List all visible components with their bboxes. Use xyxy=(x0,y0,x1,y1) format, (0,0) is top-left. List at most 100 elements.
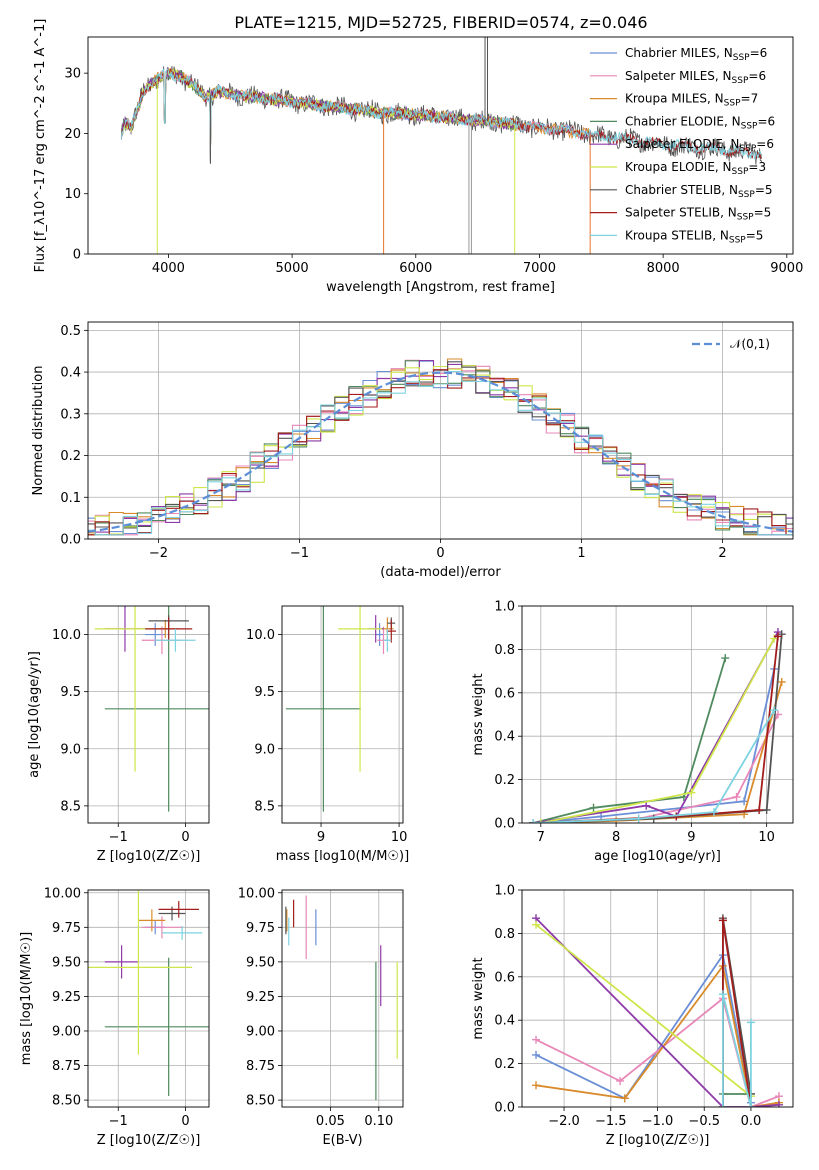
y-tick-label: 10.00 xyxy=(238,886,275,901)
x-tick-label: 0 xyxy=(436,546,444,561)
y-tick-label: 0.4 xyxy=(60,366,81,381)
errorbar-point xyxy=(338,486,382,772)
errorbar-point xyxy=(138,909,165,931)
series-line-chabrier-stelib xyxy=(533,634,781,823)
plus-marker xyxy=(778,678,786,686)
figure: PLATE=1215, MJD=52725, FIBERID=0574, z=0… xyxy=(0,0,819,1170)
legend: Chabrier MILES, NSSP=6 Salpeter MILES, NS… xyxy=(590,46,775,245)
y-tick-label: 0.4 xyxy=(494,1014,515,1029)
x-axis-label: wavelength [Angstrom, rest frame] xyxy=(326,280,555,295)
series-line-salpeter-elodie xyxy=(533,632,778,823)
x-tick-label: 9 xyxy=(317,830,325,845)
legend-label: Kroupa ELODIE, NSSP=3 xyxy=(625,160,766,177)
x-axis-label: Z [log10(Z/Z☉)] xyxy=(97,849,201,864)
y-tick-label: 8.5 xyxy=(254,799,275,814)
errorbar-point xyxy=(162,926,202,940)
y-axis-label: Flux [f_λ10^-17 erg cm^-2 s^-1 A^-1] xyxy=(33,19,48,273)
panel-residual-histogram: −2 −1 0 1 20.00.10.20.30.40.5(data-model)/er… xyxy=(31,322,800,580)
errorbar-point xyxy=(105,958,233,1096)
figure-title: PLATE=1215, MJD=52725, FIBERID=0574, z=0… xyxy=(234,13,647,32)
y-tick-label: 0.8 xyxy=(494,927,515,942)
x-tick-label: −1 xyxy=(290,546,309,561)
y-tick-label: 10.0 xyxy=(246,628,275,643)
panel-age-vs-Z: −1 08.59.09.510.0Z [log10(Z/Z☉)]age [log1… xyxy=(27,486,233,864)
legend-label: Chabrier STELIB, NSSP=5 xyxy=(625,183,773,200)
panel-mass-vs-Z: −1 0 8.50 8.75 9.00 9.25 9.50 9.75 10.00 Z [log10… xyxy=(19,880,233,1148)
panel-mass-vs-EBV: 0.05 0.10 8.50 8.75 9.00 9.25 9.50 9.75 10.00 E(B… xyxy=(238,886,403,1148)
x-tick-label: −1.5 xyxy=(595,1114,627,1129)
axes-frame xyxy=(282,890,403,1107)
errorbar-point xyxy=(105,945,139,978)
series-line-chabrier-miles xyxy=(536,955,751,1103)
y-axis-label: mass weight xyxy=(471,673,486,755)
y-tick-label: 0.1 xyxy=(60,491,81,506)
x-tick-label: −2 xyxy=(149,546,168,561)
axes-frame xyxy=(522,606,793,823)
y-tick-label: 9.5 xyxy=(60,685,81,700)
y-tick-label: 0 xyxy=(73,248,81,263)
plus-marker xyxy=(635,815,643,823)
errorbar-point xyxy=(85,880,193,1054)
axes-frame xyxy=(282,606,403,823)
plus-marker xyxy=(532,1081,540,1089)
x-tick-label: 9 xyxy=(687,830,695,845)
y-tick-label: 0.0 xyxy=(494,1101,515,1116)
plot-layer: 4000 5000 6000 7000 8000 90000102030wavelengt… xyxy=(19,19,803,1148)
x-tick-label: 1 xyxy=(577,546,585,561)
errorbar-point xyxy=(383,629,391,652)
x-tick-label: 0.05 xyxy=(316,1114,345,1129)
x-axis-label: Z [log10(Z/Z☉)] xyxy=(606,1133,710,1148)
x-tick-label: 6000 xyxy=(399,261,432,276)
plus-marker xyxy=(532,1051,540,1059)
y-tick-label: 8.75 xyxy=(246,1059,275,1074)
x-tick-label: 0.10 xyxy=(364,1114,393,1129)
plus-marker xyxy=(733,793,741,801)
plus-marker xyxy=(719,990,727,998)
y-tick-label: 9.75 xyxy=(246,921,275,936)
legend-label: Chabrier ELODIE, NSSP=6 xyxy=(625,114,775,131)
plot-area xyxy=(529,628,785,827)
y-tick-label: 9.25 xyxy=(52,990,81,1005)
x-tick-label: −0.5 xyxy=(688,1114,720,1129)
y-tick-label: 0.6 xyxy=(494,686,515,701)
y-tick-label: 0.0 xyxy=(494,817,515,832)
x-tick-label: 9000 xyxy=(770,261,803,276)
legend-label: Kroupa MILES, NSSP=7 xyxy=(625,92,758,109)
plus-marker xyxy=(747,1018,755,1026)
x-tick-label: 2 xyxy=(718,546,726,561)
legend-label: Chabrier MILES, NSSP=6 xyxy=(625,46,767,63)
x-axis-label: age [log10(age/yr)] xyxy=(594,849,721,864)
errorbar-point xyxy=(376,623,384,646)
y-tick-label: 9.25 xyxy=(246,990,275,1005)
y-tick-label: 0.2 xyxy=(494,1057,515,1072)
x-axis-label: (data-model)/error xyxy=(380,565,501,580)
plot-area xyxy=(85,880,233,1096)
axes-frame xyxy=(88,606,209,823)
y-tick-label: 8.5 xyxy=(60,799,81,814)
x-tick-label: −2.0 xyxy=(548,1114,580,1129)
x-tick-label: −1 xyxy=(109,1114,128,1129)
y-tick-label: 20 xyxy=(64,127,81,142)
plot-area xyxy=(286,896,397,1101)
x-tick-label: 8000 xyxy=(647,261,680,276)
y-axis-label: mass weight xyxy=(471,957,486,1039)
y-tick-label: 10.00 xyxy=(44,886,81,901)
legend-label: Kroupa STELIB, NSSP=5 xyxy=(625,228,763,245)
panel-massweight-vs-Z: −2.0 −1.5 −1.0 −0.5 0.00.00.20.40.60.81.0Z [… xyxy=(471,884,793,1149)
series-line-kroupa-stelib xyxy=(533,710,774,823)
x-tick-label: −1 xyxy=(109,830,128,845)
x-tick-label: 8 xyxy=(612,830,620,845)
y-tick-label: 1.0 xyxy=(494,600,515,615)
plus-marker xyxy=(763,806,771,814)
x-tick-label: 10 xyxy=(391,830,408,845)
series-line-kroupa-elodie xyxy=(541,639,774,824)
y-axis-label: mass [log10(M/M☉)] xyxy=(19,932,34,1065)
x-tick-label: 4000 xyxy=(152,261,185,276)
errorbar-point xyxy=(159,901,199,918)
legend-label: Salpeter STELIB, NSSP=5 xyxy=(625,206,771,223)
y-tick-label: 9.5 xyxy=(254,685,275,700)
plus-marker xyxy=(721,654,729,662)
y-tick-label: 9.0 xyxy=(60,742,81,757)
series-line-salpeter-miles xyxy=(533,715,778,824)
y-tick-label: 9.75 xyxy=(52,921,81,936)
